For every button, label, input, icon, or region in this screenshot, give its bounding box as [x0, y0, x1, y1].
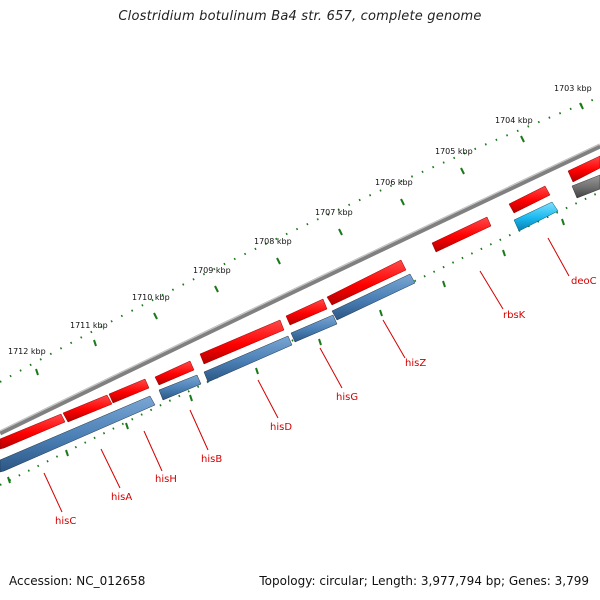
- reverse-genes: [0, 174, 600, 473]
- gene-rbsK-forward[interactable]: [431, 216, 492, 253]
- accession-text: Accession: NC_012658: [9, 574, 146, 588]
- tick-label: 1710 kbp: [132, 293, 170, 302]
- gene-labels: hisC hisA hisH hisB hisD hisG hisZ rbsK …: [55, 276, 597, 527]
- gene-label-hisC[interactable]: hisC: [55, 516, 76, 527]
- tick-label: 1706 kbp: [375, 178, 413, 187]
- gene-edge-gray[interactable]: [571, 174, 600, 199]
- gene-hisA-forward[interactable]: [62, 394, 113, 423]
- tick-label: 1707 kbp: [315, 208, 353, 217]
- label-leaders: [43, 237, 570, 513]
- genome-summary-text: Topology: circular; Length: 3,977,794 bp…: [259, 574, 589, 588]
- gene-hisD-reverse[interactable]: [203, 335, 293, 383]
- gene-deoC-forward[interactable]: [508, 185, 551, 214]
- gene-label-hisD[interactable]: hisD: [270, 422, 292, 433]
- tick-label: 1712 kbp: [8, 347, 46, 356]
- tick-label: 1709 kbp: [193, 266, 231, 275]
- tick-label: 1711 kbp: [70, 321, 108, 330]
- forward-genes: [0, 155, 600, 450]
- genome-backbone-highlight: [0, 143, 600, 432]
- genome-backbone: [0, 143, 600, 436]
- gene-label-rbsK[interactable]: rbsK: [503, 310, 526, 321]
- gene-hisG-forward[interactable]: [285, 298, 328, 326]
- gene-hisZ-forward[interactable]: [326, 259, 407, 306]
- gene-label-hisZ[interactable]: hisZ: [405, 358, 426, 369]
- tick-label: 1703 kbp: [554, 84, 592, 93]
- tick-label: 1705 kbp: [435, 147, 473, 156]
- gene-label-hisB[interactable]: hisB: [201, 454, 222, 465]
- map-title: Clostridium botulinum Ba4 str. 657, comp…: [118, 9, 482, 24]
- gene-label-deoC[interactable]: deoC: [571, 276, 597, 287]
- gene-hisC-forward[interactable]: [0, 413, 66, 450]
- gene-deoC-reverse[interactable]: [513, 201, 559, 232]
- inner-scale-ticks: [7, 218, 565, 484]
- gene-hisD-forward[interactable]: [199, 319, 285, 365]
- gene-label-hisH[interactable]: hisH: [155, 474, 177, 485]
- gene-hisB-forward[interactable]: [154, 360, 195, 386]
- gene-label-hisA[interactable]: hisA: [111, 492, 132, 503]
- gene-edge-forward[interactable]: [567, 155, 600, 183]
- gene-hisZ-reverse[interactable]: [331, 273, 416, 321]
- tick-label: 1704 kbp: [495, 116, 533, 125]
- tick-label: 1708 kbp: [254, 237, 292, 246]
- gene-hisB-reverse[interactable]: [158, 374, 202, 401]
- gene-hisG-reverse[interactable]: [290, 314, 338, 343]
- gene-label-hisG[interactable]: hisG: [336, 392, 358, 403]
- scale-ticks: 1712 kbp 1711 kbp 1710 kbp 1709 kbp 1708…: [8, 84, 592, 376]
- gene-hisH-forward[interactable]: [108, 378, 150, 404]
- gene-hisC-reverse[interactable]: [0, 395, 156, 473]
